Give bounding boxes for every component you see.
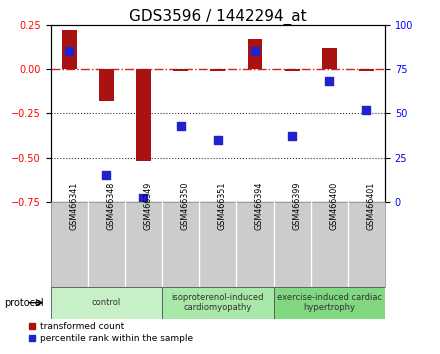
Point: [140, 195, 147, 201]
Point: [66, 48, 73, 54]
Text: protocol: protocol: [4, 298, 44, 308]
Title: GDS3596 / 1442294_at: GDS3596 / 1442294_at: [129, 8, 307, 25]
Text: GSM466351: GSM466351: [218, 182, 227, 230]
Bar: [210, 69, 225, 71]
Bar: [285, 69, 300, 71]
Text: GSM466350: GSM466350: [181, 182, 190, 230]
Bar: [173, 69, 188, 71]
Text: control: control: [92, 298, 121, 307]
Text: GSM466400: GSM466400: [329, 182, 338, 230]
Point: [289, 133, 296, 139]
Bar: [162, 287, 274, 319]
Point: [326, 79, 333, 84]
Point: [214, 137, 221, 143]
Text: GSM466341: GSM466341: [69, 182, 78, 230]
Bar: [322, 48, 337, 69]
Bar: [248, 39, 262, 69]
Bar: [99, 69, 114, 101]
Text: isoproterenol-induced
cardiomyopathy: isoproterenol-induced cardiomyopathy: [172, 293, 264, 312]
Bar: [359, 69, 374, 71]
Point: [363, 107, 370, 113]
Text: exercise-induced cardiac
hypertrophy: exercise-induced cardiac hypertrophy: [277, 293, 382, 312]
Text: GSM466394: GSM466394: [255, 182, 264, 230]
Bar: [51, 287, 162, 319]
Point: [103, 172, 110, 178]
Text: GSM466348: GSM466348: [106, 182, 115, 230]
Point: [251, 48, 258, 54]
Text: GSM466399: GSM466399: [292, 182, 301, 230]
Point: [177, 123, 184, 129]
Text: GSM466401: GSM466401: [367, 182, 375, 230]
Legend: transformed count, percentile rank within the sample: transformed count, percentile rank withi…: [29, 322, 194, 343]
Bar: [136, 69, 151, 161]
Text: GSM466349: GSM466349: [143, 182, 153, 230]
Bar: [274, 287, 385, 319]
Bar: [62, 30, 77, 69]
